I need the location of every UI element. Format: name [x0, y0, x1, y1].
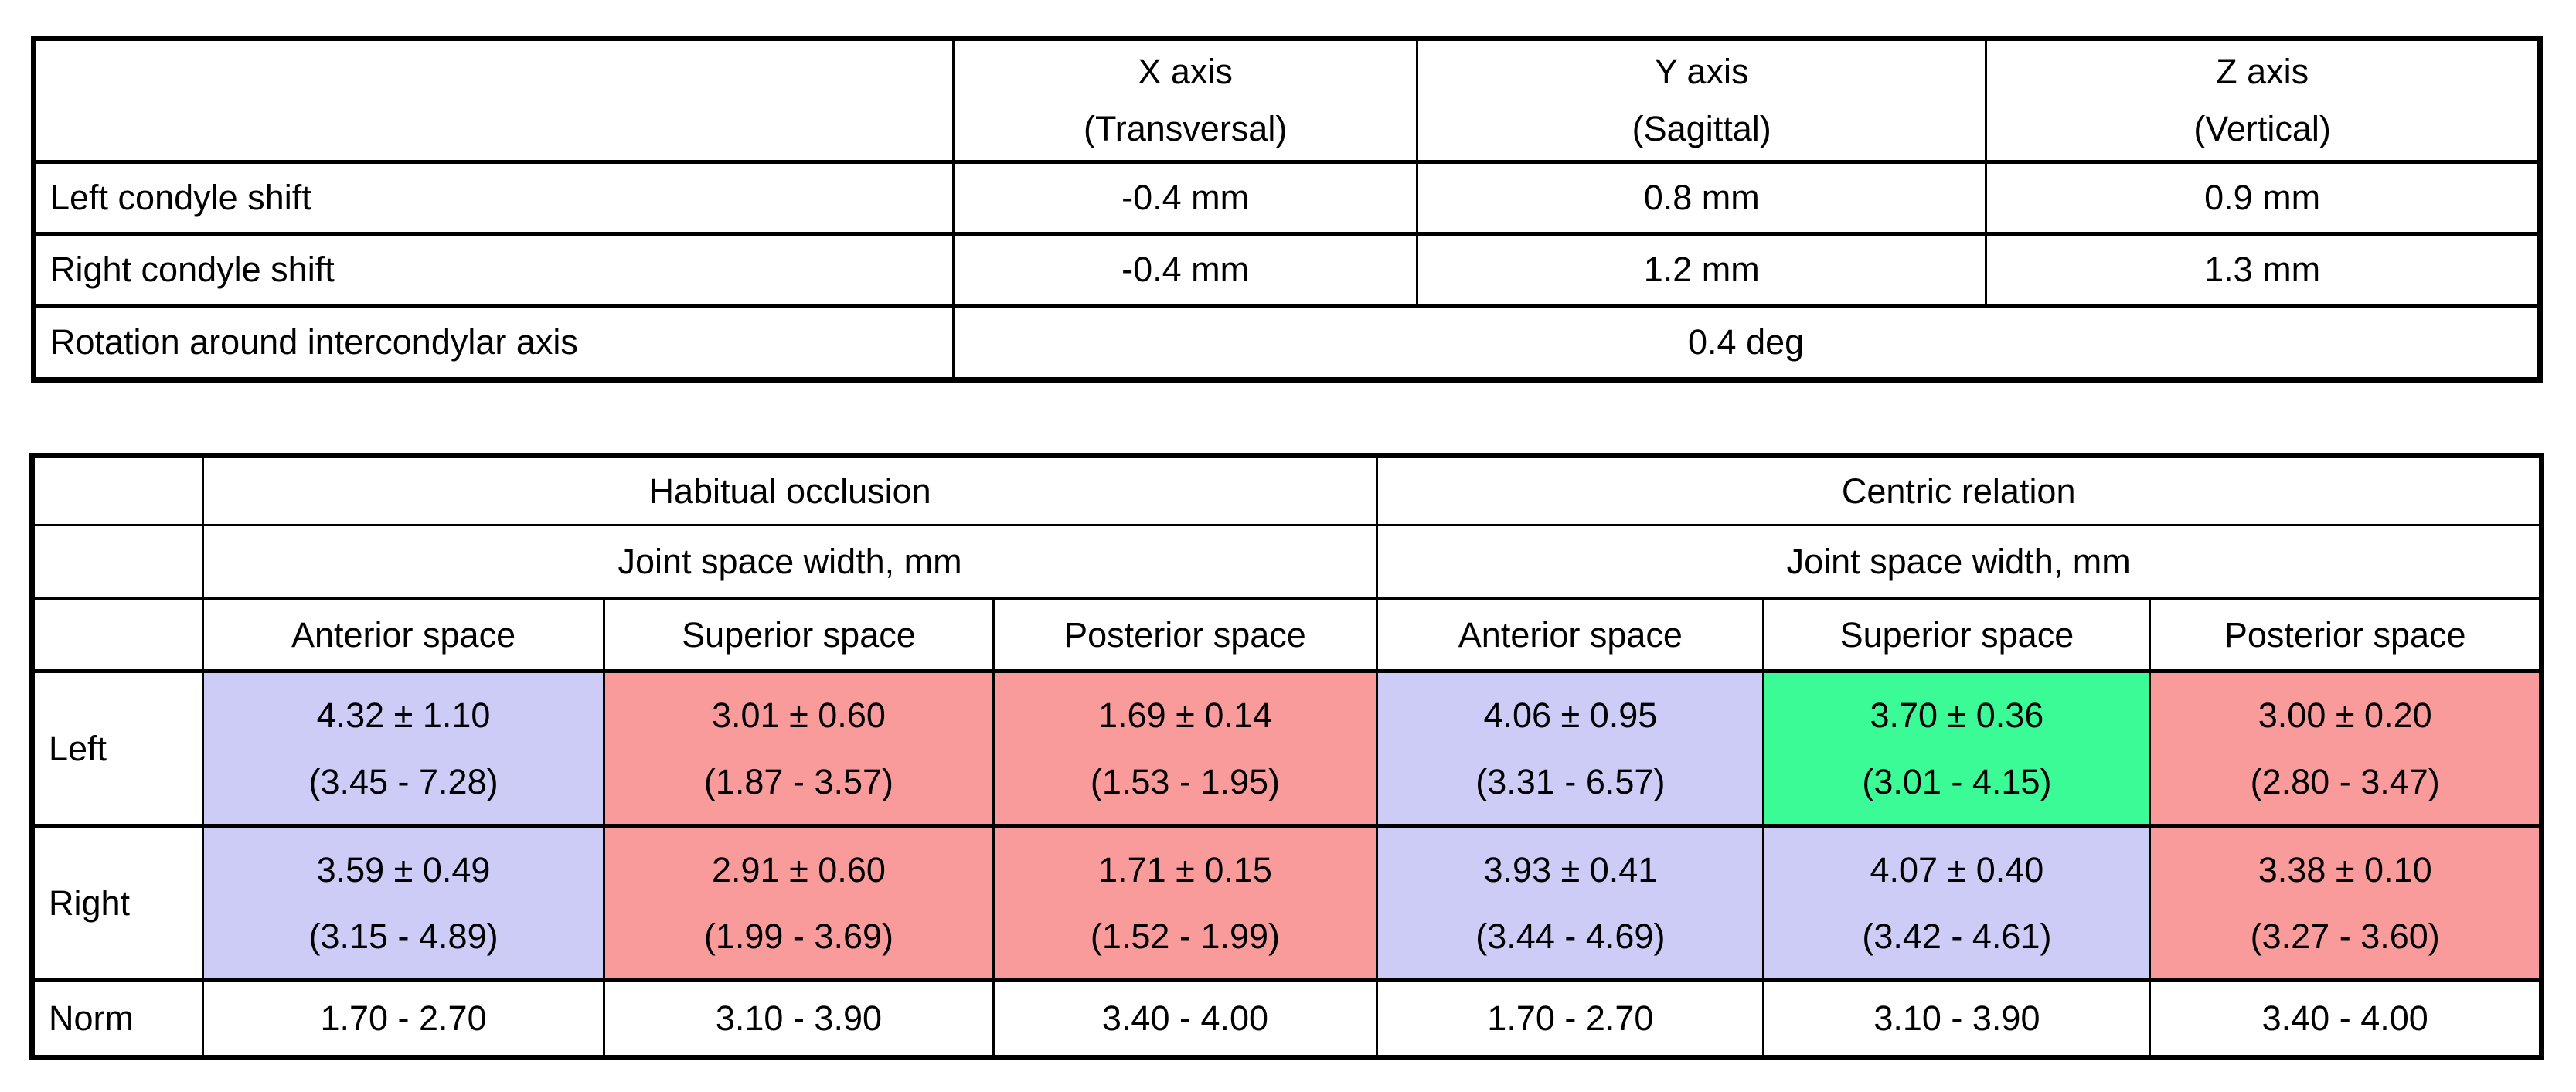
habitual-subtitle: Joint space width, mm — [201, 524, 1379, 600]
right-condyle-x: -0.4 mm — [952, 232, 1419, 308]
cell-range: (1.52 - 1.99) — [1090, 916, 1281, 956]
norm-habitual-anterior: 1.70 - 2.70 — [201, 978, 606, 1060]
centric-superior-header: Superior space — [1762, 597, 2152, 673]
cell-range: (1.87 - 3.57) — [703, 761, 893, 801]
left-condyle-z: 0.9 mm — [1985, 160, 2541, 236]
space-header-row: Anterior space Superior space Posterior … — [31, 597, 2543, 673]
cell-mean: 3.70 ± 0.36 — [1870, 695, 2044, 735]
norm-habitual-superior: 3.10 - 3.90 — [603, 978, 995, 1060]
habitual-superior-header: Superior space — [603, 597, 995, 673]
rotation-label: Rotation around intercondylar axis — [32, 304, 955, 382]
norm-centric-superior: 3.10 - 3.90 — [1762, 978, 2152, 1060]
occlusion-group-row: Habitual occlusion Centric relation — [31, 454, 2543, 526]
cell-range: (3.44 - 4.69) — [1475, 916, 1666, 956]
habitual-posterior-header: Posterior space — [992, 597, 1379, 673]
subtitle-row: Joint space width, mm Joint space width,… — [31, 524, 2543, 600]
left-centric-posterior-cell: 3.00 ± 0.20 (2.80 - 3.47) — [2149, 669, 2543, 828]
left-condyle-x: -0.4 mm — [952, 160, 1419, 236]
condyle-header-row: X axis (Transversal) Y axis (Sagittal) Z… — [32, 36, 2541, 164]
right-condyle-y: 1.2 mm — [1416, 232, 1988, 308]
x-axis-header: X axis (Transversal) — [952, 36, 1419, 164]
joint-space-table: Habitual occlusion Centric relation Join… — [29, 453, 2544, 1060]
norm-row: Norm 1.70 - 2.70 3.10 - 3.90 3.40 - 4.00… — [31, 978, 2543, 1060]
right-habitual-anterior-cell: 3.59 ± 0.49 (3.15 - 4.89) — [201, 824, 606, 982]
cell-mean: 3.00 ± 0.20 — [2258, 695, 2432, 735]
cell-range: (1.53 - 1.95) — [1090, 761, 1281, 801]
cell-mean: 3.59 ± 0.49 — [316, 849, 491, 890]
cell-mean: 1.69 ± 0.14 — [1098, 695, 1272, 735]
condyle-corner-cell — [32, 36, 955, 164]
centric-anterior-header: Anterior space — [1376, 597, 1765, 673]
condyle-shift-table: X axis (Transversal) Y axis (Sagittal) Z… — [31, 36, 2543, 383]
joint-corner-cell-2 — [31, 524, 204, 600]
cell-mean: 3.93 ± 0.41 — [1483, 849, 1658, 890]
centric-posterior-header: Posterior space — [2149, 597, 2543, 673]
right-side-label: Right — [31, 824, 204, 982]
left-side-row: Left 4.32 ± 1.10 (3.45 - 7.28) 3.01 ± 0.… — [31, 669, 2543, 828]
left-centric-anterior-cell: 4.06 ± 0.95 (3.31 - 6.57) — [1376, 669, 1765, 828]
norm-habitual-posterior: 3.40 - 4.00 — [992, 978, 1379, 1060]
cell-mean: 2.91 ± 0.60 — [712, 849, 886, 890]
right-centric-superior-cell: 4.07 ± 0.40 (3.42 - 4.61) — [1762, 824, 2152, 982]
right-side-row: Right 3.59 ± 0.49 (3.15 - 4.89) 2.91 ± 0… — [31, 824, 2543, 982]
left-condyle-label: Left condyle shift — [32, 160, 955, 236]
cell-mean: 1.71 ± 0.15 — [1098, 849, 1272, 890]
right-condyle-row: Right condyle shift -0.4 mm 1.2 mm 1.3 m… — [32, 232, 2541, 308]
centric-subtitle: Joint space width, mm — [1376, 524, 2543, 600]
cell-mean: 4.06 ± 0.95 — [1483, 695, 1658, 735]
joint-corner-cell-3 — [31, 597, 204, 673]
cell-range: (3.01 - 4.15) — [1862, 761, 2052, 801]
cell-range: (3.42 - 4.61) — [1862, 916, 2052, 956]
rotation-row: Rotation around intercondylar axis 0.4 d… — [32, 304, 2541, 382]
cell-mean: 4.07 ± 0.40 — [1870, 849, 2044, 890]
right-condyle-label: Right condyle shift — [32, 232, 955, 308]
right-centric-anterior-cell: 3.93 ± 0.41 (3.44 - 4.69) — [1376, 824, 1765, 982]
right-centric-posterior-cell: 3.38 ± 0.10 (3.27 - 3.60) — [2149, 824, 2543, 982]
cell-range: (2.80 - 3.47) — [2250, 761, 2440, 801]
rotation-value: 0.4 deg — [952, 304, 2541, 382]
habitual-occlusion-header: Habitual occlusion — [201, 454, 1379, 526]
cell-range: (3.45 - 7.28) — [308, 761, 499, 801]
cell-mean: 3.38 ± 0.10 — [2258, 849, 2432, 890]
cell-range: (3.31 - 6.57) — [1475, 761, 1666, 801]
right-habitual-posterior-cell: 1.71 ± 0.15 (1.52 - 1.99) — [992, 824, 1379, 982]
habitual-anterior-header: Anterior space — [201, 597, 606, 673]
cell-range: (3.27 - 3.60) — [2250, 916, 2440, 956]
y-axis-header: Y axis (Sagittal) — [1416, 36, 1988, 164]
norm-centric-anterior: 1.70 - 2.70 — [1376, 978, 1765, 1060]
centric-relation-header: Centric relation — [1376, 454, 2543, 526]
left-habitual-superior-cell: 3.01 ± 0.60 (1.87 - 3.57) — [603, 669, 995, 828]
cell-range: (1.99 - 3.69) — [703, 916, 893, 956]
left-side-label: Left — [31, 669, 204, 828]
cell-mean: 3.01 ± 0.60 — [712, 695, 886, 735]
left-condyle-y: 0.8 mm — [1416, 160, 1988, 236]
left-centric-superior-cell: 3.70 ± 0.36 (3.01 - 4.15) — [1762, 669, 2152, 828]
right-condyle-z: 1.3 mm — [1985, 232, 2541, 308]
left-habitual-posterior-cell: 1.69 ± 0.14 (1.53 - 1.95) — [992, 669, 1379, 828]
left-habitual-anterior-cell: 4.32 ± 1.10 (3.45 - 7.28) — [201, 669, 606, 828]
norm-centric-posterior: 3.40 - 4.00 — [2149, 978, 2543, 1060]
left-condyle-row: Left condyle shift -0.4 mm 0.8 mm 0.9 mm — [32, 160, 2541, 236]
cell-mean: 4.32 ± 1.10 — [316, 695, 491, 735]
z-axis-header: Z axis (Vertical) — [1985, 36, 2541, 164]
joint-corner-cell-1 — [31, 454, 204, 526]
right-habitual-superior-cell: 2.91 ± 0.60 (1.99 - 3.69) — [603, 824, 995, 982]
norm-label: Norm — [31, 978, 204, 1060]
cell-range: (3.15 - 4.89) — [308, 916, 499, 956]
